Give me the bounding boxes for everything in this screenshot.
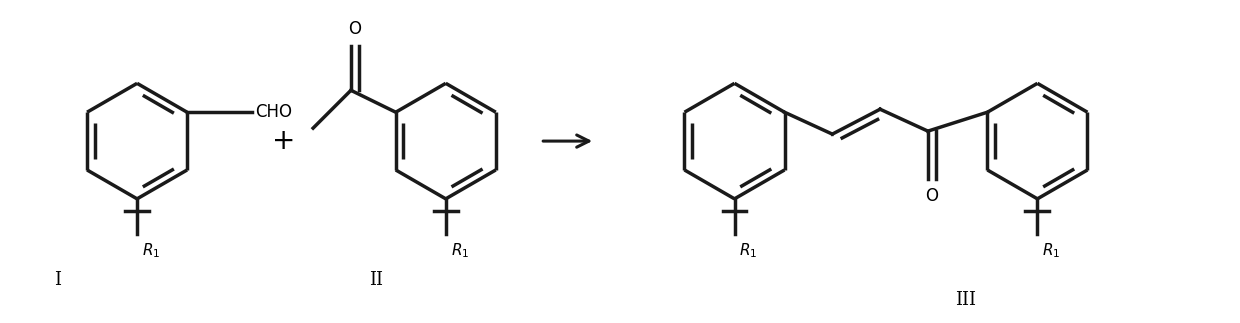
Text: $R_1$: $R_1$ bbox=[1043, 242, 1060, 260]
Text: O: O bbox=[348, 19, 361, 37]
Text: $R_1$: $R_1$ bbox=[450, 242, 469, 260]
Text: III: III bbox=[955, 291, 976, 309]
Text: $R_1$: $R_1$ bbox=[739, 242, 758, 260]
Text: $R_1$: $R_1$ bbox=[143, 242, 160, 260]
Text: +: + bbox=[272, 127, 295, 155]
Text: CHO: CHO bbox=[254, 103, 291, 121]
Text: I: I bbox=[53, 272, 61, 289]
Text: O: O bbox=[925, 187, 939, 205]
Text: II: II bbox=[370, 272, 383, 289]
